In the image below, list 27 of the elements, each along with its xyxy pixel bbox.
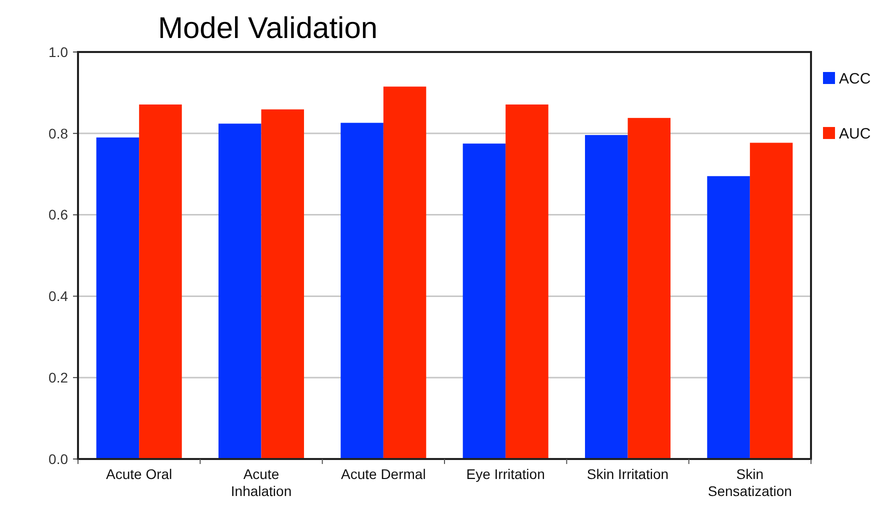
chart-title: Model Validation	[158, 12, 378, 45]
legend-label: ACC	[839, 70, 871, 88]
x-tick-label: Eye Irritation	[466, 466, 545, 482]
x-tick-label: Acute Inhalation	[230, 466, 292, 499]
bar	[462, 144, 506, 459]
y-tick-label: 1.0	[48, 44, 68, 60]
y-tick-label: 0.4	[48, 288, 68, 304]
bar	[383, 86, 426, 459]
y-tick-label: 0.8	[48, 125, 68, 142]
bar	[261, 109, 304, 459]
bar	[584, 135, 628, 459]
bar	[750, 142, 793, 459]
bar	[218, 124, 262, 459]
bar	[340, 122, 384, 459]
y-tick-label: 0.0	[48, 450, 68, 467]
bar	[506, 104, 548, 459]
y-tick-label: 0.2	[48, 370, 68, 386]
x-tick-label: Acute Oral	[106, 466, 172, 482]
bar	[628, 118, 671, 459]
x-tick-label: Acute Dermal	[341, 466, 426, 482]
bar	[139, 104, 182, 459]
bar	[707, 176, 750, 459]
y-tick-label: 0.6	[48, 206, 68, 223]
legend-label: AUC	[839, 125, 871, 142]
x-tick-label: Skin Sensatization	[708, 466, 792, 499]
x-tick-label: Skin Irritation	[586, 466, 669, 482]
bar	[96, 137, 140, 459]
